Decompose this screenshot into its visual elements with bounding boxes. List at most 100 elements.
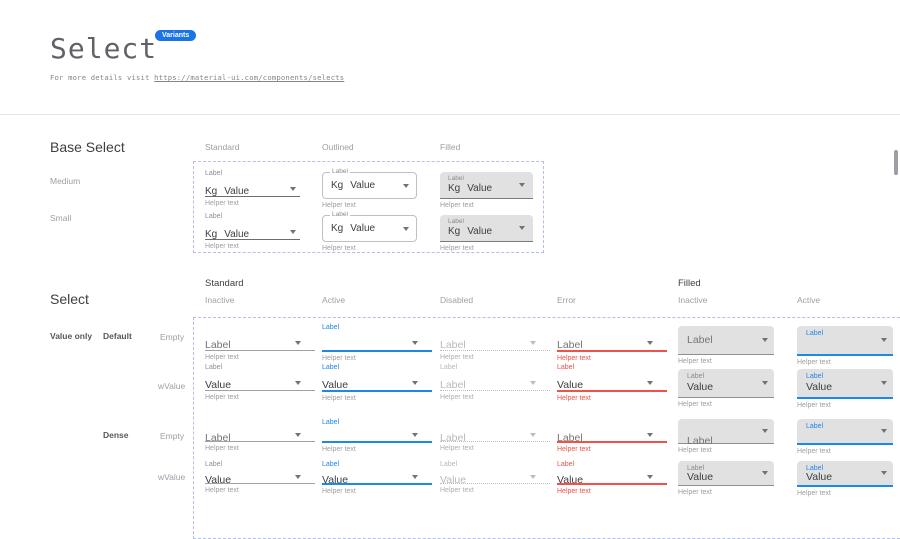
select-cell: Label Helper text xyxy=(440,324,550,361)
row-header-empty: Empty xyxy=(160,332,185,342)
helper-text: Helper text xyxy=(797,359,831,366)
helper-text: Helper text xyxy=(205,394,239,401)
select-filled-inactive[interactable]: Label xyxy=(678,326,774,355)
helper-text: Helper text xyxy=(440,202,474,209)
select-filled-inactive[interactable]: Label Value xyxy=(678,369,774,398)
select-cell: Label Helper text xyxy=(557,419,667,453)
select-filled-active[interactable]: Label xyxy=(797,326,893,356)
select-standard-inactive[interactable]: Label xyxy=(205,428,315,444)
select-standard-error[interactable]: Value xyxy=(557,470,667,486)
dropdown-arrow-icon xyxy=(881,381,887,385)
dropdown-arrow-icon xyxy=(530,380,536,385)
select-label: Label xyxy=(806,465,824,472)
select-standard[interactable]: Kg Value xyxy=(205,181,300,197)
select-label: Label xyxy=(440,364,458,371)
row-header-default: Default xyxy=(103,331,132,341)
select-label xyxy=(440,324,550,335)
select-standard-active[interactable] xyxy=(322,428,432,443)
group-header-filled: Filled xyxy=(678,278,701,289)
select-label: Label xyxy=(330,168,350,176)
select-cell: Label Helper text xyxy=(205,324,315,361)
dropdown-arrow-icon xyxy=(881,338,887,342)
scrollbar-thumb[interactable] xyxy=(894,150,898,175)
column-header-filled-active: Active xyxy=(797,295,821,305)
select-cell: Label Value Helper text xyxy=(440,461,550,494)
select-cell: Label Helper text xyxy=(797,326,893,366)
select-value: Label xyxy=(557,432,583,444)
dropdown-arrow-icon xyxy=(530,474,536,479)
select-value: Value xyxy=(687,381,714,393)
row-header-wvalue: wValue xyxy=(158,381,186,391)
select-label: Label xyxy=(322,364,340,371)
helper-text: Helper text xyxy=(322,202,356,209)
select-standard-inactive[interactable]: Label xyxy=(205,335,315,351)
select-standard-disabled[interactable]: Label xyxy=(440,428,550,444)
select-filled[interactable]: Label Kg Value xyxy=(440,215,533,242)
select-filled-active[interactable]: Label xyxy=(797,419,893,445)
select-cell: Label Helper text xyxy=(797,419,893,455)
dropdown-arrow-icon xyxy=(519,226,525,230)
select-outlined[interactable]: Label Kg Value xyxy=(322,168,417,199)
select-label xyxy=(440,419,550,428)
group-header-standard: Standard xyxy=(205,278,244,289)
select-value: Label xyxy=(205,432,231,444)
select-value: Value xyxy=(687,471,714,483)
dropdown-arrow-icon xyxy=(647,380,653,385)
select-value: Value xyxy=(224,186,250,197)
row-header-medium: Medium xyxy=(50,176,81,186)
select-filled-inactive[interactable]: Label xyxy=(678,419,774,447)
docs-link[interactable]: https://material-ui.com/components/selec… xyxy=(154,73,345,82)
select-standard-disabled[interactable]: Label xyxy=(440,375,550,391)
select-value: Value xyxy=(205,379,232,391)
column-header-filled: Filled xyxy=(440,142,461,152)
helper-text: Helper text xyxy=(440,394,474,401)
select-value: Label xyxy=(440,339,466,351)
select-standard-disabled[interactable]: Value xyxy=(440,470,550,486)
select-filled-active[interactable]: Label Value xyxy=(797,461,893,487)
base-standard-small: Label Kg Value Helper text xyxy=(205,213,300,250)
select-standard-error[interactable]: Label xyxy=(557,335,667,352)
select-value: Value xyxy=(322,474,349,486)
helper-text: Helper text xyxy=(205,200,239,207)
select-standard-disabled[interactable]: Label xyxy=(440,335,550,351)
select-filled-active[interactable]: Label Value xyxy=(797,369,893,399)
select-outlined[interactable]: Label Kg Value xyxy=(322,211,417,242)
value-prefix: Kg xyxy=(205,186,218,197)
select-standard-active[interactable] xyxy=(322,335,432,352)
select-standard-active[interactable]: Value xyxy=(322,375,432,392)
base-filled-small: Label Kg Value Helper text xyxy=(440,215,535,252)
select-value: Value xyxy=(350,223,376,234)
select-standard[interactable]: Kg Value xyxy=(205,224,300,240)
select-cell: Label Value Helper text xyxy=(322,461,432,495)
dropdown-arrow-icon xyxy=(412,380,418,385)
select-standard-inactive[interactable]: Value xyxy=(205,470,315,486)
dropdown-arrow-icon xyxy=(290,229,296,234)
select-standard-error[interactable]: Label xyxy=(557,428,667,444)
select-filled[interactable]: Label Kg Value xyxy=(440,172,533,199)
dropdown-arrow-icon xyxy=(412,474,418,479)
select-label: Label xyxy=(205,461,223,468)
select-standard-inactive[interactable]: Value xyxy=(205,375,315,391)
dropdown-arrow-icon xyxy=(295,474,301,479)
select-label: Label xyxy=(205,213,223,220)
dropdown-arrow-icon xyxy=(412,432,418,437)
select-standard-active[interactable]: Value xyxy=(322,470,432,486)
helper-text: Helper text xyxy=(205,354,239,361)
select-filled-inactive[interactable]: Label Value xyxy=(678,461,774,486)
dropdown-arrow-icon xyxy=(762,471,768,475)
select-label: Label xyxy=(806,373,824,380)
value-prefix: Kg xyxy=(331,223,344,234)
select-label: Label xyxy=(448,218,464,225)
select-label: Label xyxy=(806,423,824,430)
helper-text: Helper text xyxy=(797,448,831,455)
select-cell: Label Value Helper text xyxy=(322,364,432,402)
dropdown-arrow-icon xyxy=(403,183,409,188)
select-cell: Label Helper text xyxy=(322,324,432,362)
select-value: Label xyxy=(440,379,466,391)
page-title: Select xyxy=(50,32,158,65)
base-select-heading: Base Select xyxy=(50,139,125,155)
select-label xyxy=(557,324,667,335)
select-standard-error[interactable]: Value xyxy=(557,375,667,392)
dropdown-arrow-icon xyxy=(295,432,301,437)
dropdown-arrow-icon xyxy=(762,429,768,433)
